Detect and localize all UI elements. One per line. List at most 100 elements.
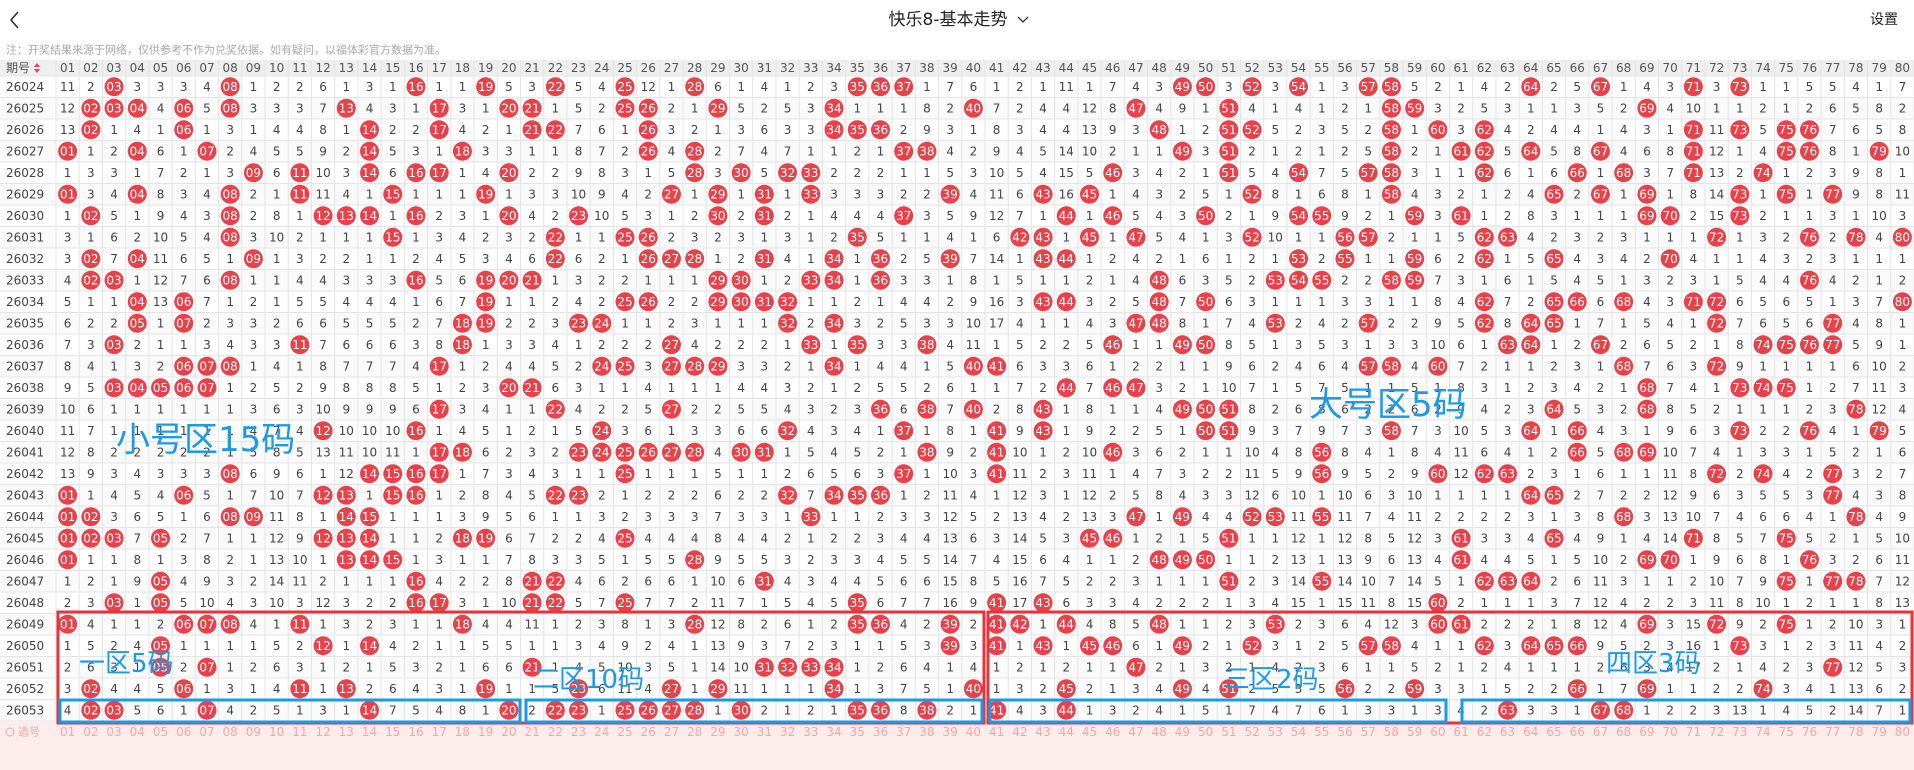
select-number[interactable]: 74 xyxy=(1755,725,1770,739)
select-number[interactable]: 54 xyxy=(1291,725,1306,739)
select-number[interactable]: 62 xyxy=(1477,725,1492,739)
select-number[interactable]: 51 xyxy=(1221,725,1236,739)
select-number[interactable]: 65 xyxy=(1546,725,1561,739)
miss-count: 3 xyxy=(157,467,165,481)
select-number[interactable]: 69 xyxy=(1639,725,1654,739)
miss-count: 2 xyxy=(1155,359,1163,373)
select-number[interactable]: 60 xyxy=(1430,725,1445,739)
miss-count: 1 xyxy=(1179,359,1187,373)
select-number[interactable]: 71 xyxy=(1686,725,1701,739)
select-number[interactable]: 12 xyxy=(315,725,330,739)
miss-count: 9 xyxy=(1225,359,1233,373)
select-number[interactable]: 67 xyxy=(1593,725,1608,739)
select-number[interactable]: 17 xyxy=(432,725,447,739)
select-number[interactable]: 36 xyxy=(873,725,888,739)
select-number[interactable]: 01 xyxy=(60,725,75,739)
select-number[interactable]: 30 xyxy=(733,725,748,739)
select-number[interactable]: 35 xyxy=(850,725,865,739)
drawn-ball xyxy=(1103,528,1123,548)
select-number[interactable]: 72 xyxy=(1709,725,1724,739)
select-number[interactable]: 58 xyxy=(1384,725,1399,739)
select-number[interactable]: 47 xyxy=(1128,725,1143,739)
select-number[interactable]: 56 xyxy=(1337,725,1352,739)
select-number[interactable]: 44 xyxy=(1059,725,1074,739)
select-number[interactable]: 02 xyxy=(83,725,98,739)
select-number[interactable]: 76 xyxy=(1802,725,1817,739)
select-number[interactable]: 48 xyxy=(1152,725,1167,739)
select-number[interactable]: 13 xyxy=(339,725,354,739)
back-button[interactable] xyxy=(9,11,19,29)
miss-count: 5 xyxy=(528,488,536,502)
select-number[interactable]: 25 xyxy=(617,725,632,739)
select-number[interactable]: 38 xyxy=(919,725,934,739)
select-number[interactable]: 20 xyxy=(501,725,516,739)
select-number[interactable]: 24 xyxy=(594,725,609,739)
select-number[interactable]: 53 xyxy=(1268,725,1283,739)
select-number[interactable]: 64 xyxy=(1523,725,1538,739)
miss-count: 2 xyxy=(1341,101,1349,115)
settings-button[interactable]: 设置 xyxy=(1870,12,1898,28)
select-number[interactable]: 66 xyxy=(1570,725,1585,739)
select-number[interactable]: 14 xyxy=(362,725,377,739)
select-number[interactable]: 59 xyxy=(1407,725,1422,739)
select-number[interactable]: 33 xyxy=(803,725,818,739)
select-number[interactable]: 09 xyxy=(246,725,261,739)
select-number[interactable]: 43 xyxy=(1035,725,1050,739)
select-number[interactable]: 21 xyxy=(524,725,539,739)
select-number[interactable]: 10 xyxy=(269,725,284,739)
select-number[interactable]: 46 xyxy=(1105,725,1120,739)
select-number[interactable]: 23 xyxy=(571,725,586,739)
select-number[interactable]: 37 xyxy=(896,725,911,739)
select-number[interactable]: 78 xyxy=(1848,725,1863,739)
miss-count: 5 xyxy=(1666,338,1674,352)
page-title[interactable]: 快乐8-基本走势 xyxy=(889,10,1008,30)
drawn-number: 57 xyxy=(1361,359,1376,373)
miss-count: 1 xyxy=(1364,660,1372,674)
select-number[interactable]: 63 xyxy=(1500,725,1515,739)
select-number[interactable]: 52 xyxy=(1244,725,1259,739)
select-number[interactable]: 55 xyxy=(1314,725,1329,739)
select-number[interactable]: 77 xyxy=(1825,725,1840,739)
select-number[interactable]: 79 xyxy=(1872,725,1887,739)
select-number[interactable]: 70 xyxy=(1662,725,1677,739)
select-number[interactable]: 49 xyxy=(1175,725,1190,739)
select-number[interactable]: 27 xyxy=(664,725,679,739)
select-number[interactable]: 32 xyxy=(780,725,795,739)
select-number[interactable]: 08 xyxy=(223,725,238,739)
select-number[interactable]: 15 xyxy=(385,725,400,739)
select-number[interactable]: 40 xyxy=(966,725,981,739)
column-header: 28 xyxy=(687,61,702,75)
select-number[interactable]: 29 xyxy=(710,725,725,739)
select-number[interactable]: 06 xyxy=(176,725,191,739)
drawn-number: 73 xyxy=(1732,187,1747,201)
title-dropdown-icon[interactable] xyxy=(1017,16,1029,23)
select-number[interactable]: 03 xyxy=(106,725,121,739)
select-number[interactable]: 75 xyxy=(1779,725,1794,739)
select-number[interactable]: 80 xyxy=(1895,725,1910,739)
select-number[interactable]: 16 xyxy=(408,725,423,739)
select-number[interactable]: 73 xyxy=(1732,725,1747,739)
miss-count: 1 xyxy=(1318,531,1326,545)
drawn-number: 74 xyxy=(1755,166,1770,180)
select-number[interactable]: 18 xyxy=(455,725,470,739)
select-number[interactable]: 34 xyxy=(826,725,841,739)
miss-count: 9 xyxy=(1875,338,1883,352)
select-number[interactable]: 42 xyxy=(1012,725,1027,739)
select-number[interactable]: 26 xyxy=(641,725,656,739)
select-number[interactable]: 68 xyxy=(1616,725,1631,739)
miss-count: 3 xyxy=(1016,682,1024,696)
select-number[interactable]: 41 xyxy=(989,725,1004,739)
select-number[interactable]: 11 xyxy=(292,725,307,739)
select-number[interactable]: 05 xyxy=(153,725,168,739)
select-number[interactable]: 39 xyxy=(943,725,958,739)
select-number[interactable]: 50 xyxy=(1198,725,1213,739)
select-number[interactable]: 22 xyxy=(548,725,563,739)
select-number[interactable]: 28 xyxy=(687,725,702,739)
select-number[interactable]: 45 xyxy=(1082,725,1097,739)
select-number[interactable]: 04 xyxy=(130,725,145,739)
select-number[interactable]: 57 xyxy=(1361,725,1376,739)
select-number[interactable]: 19 xyxy=(478,725,493,739)
select-number[interactable]: 07 xyxy=(199,725,214,739)
select-number[interactable]: 61 xyxy=(1453,725,1468,739)
select-number[interactable]: 31 xyxy=(757,725,772,739)
